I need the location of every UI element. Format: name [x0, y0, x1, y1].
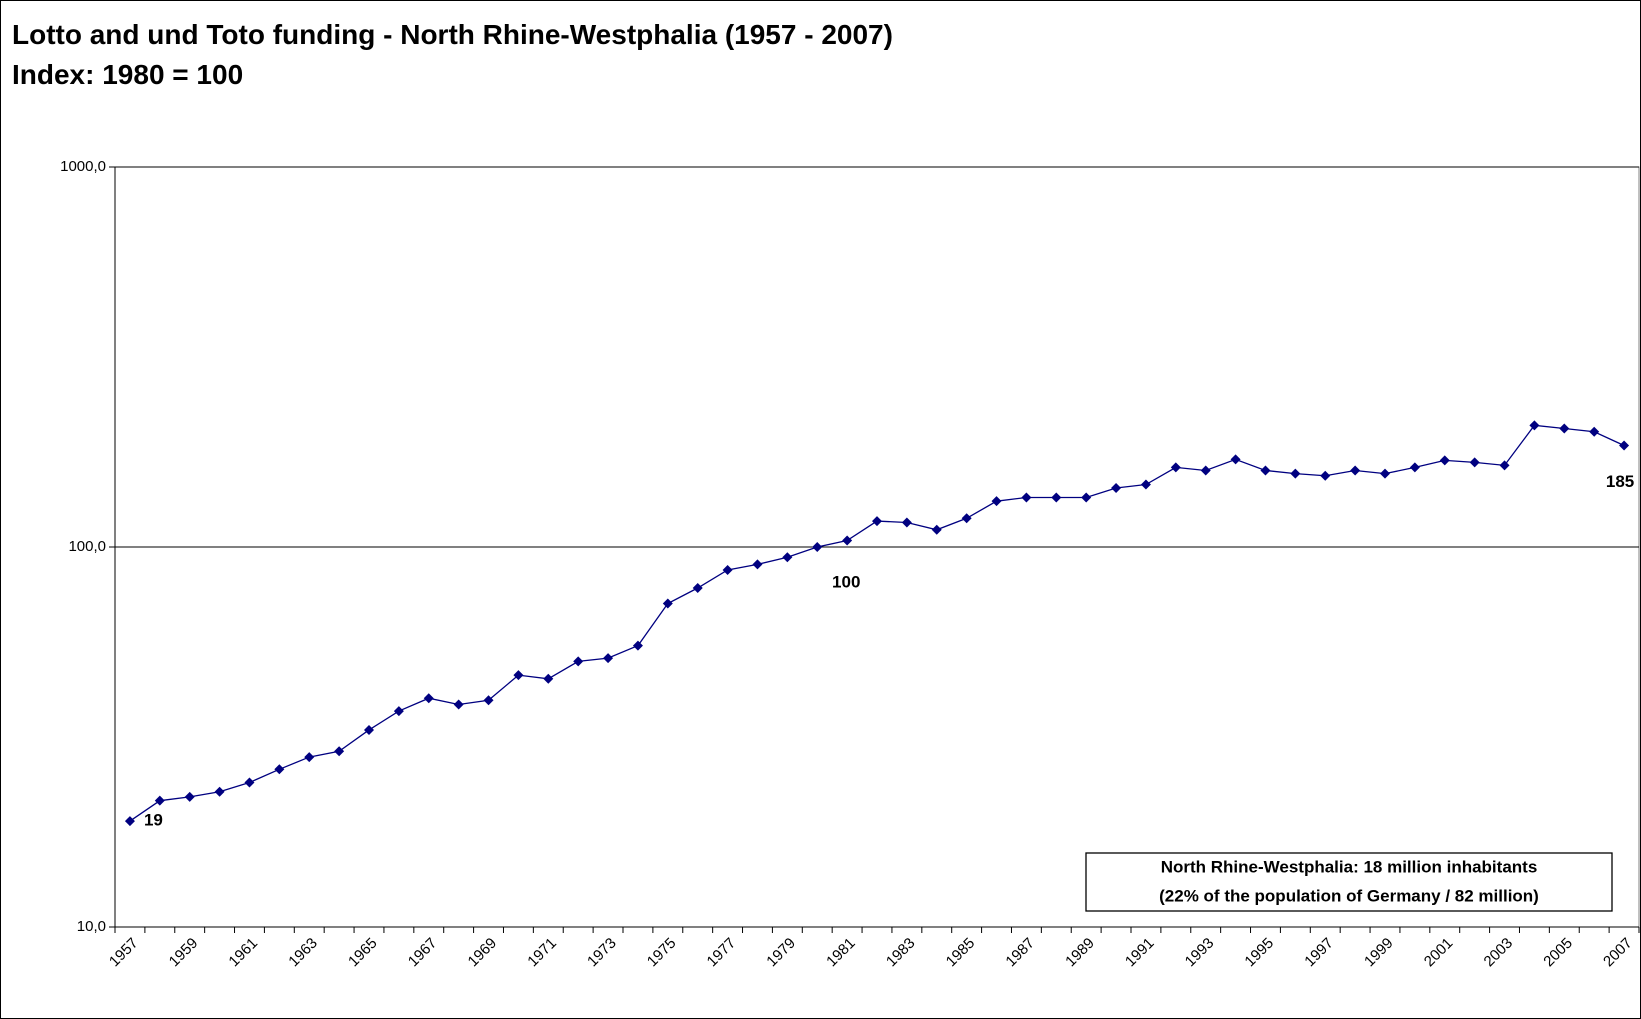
data-label: 185 [1606, 472, 1634, 491]
chart-title: Lotto and und Toto funding - North Rhine… [12, 19, 893, 50]
data-point [453, 699, 464, 710]
data-point [632, 640, 643, 651]
data-point [812, 542, 823, 552]
data-point [991, 496, 1002, 507]
data-point [274, 764, 285, 775]
data-point [364, 724, 374, 735]
data-point [124, 816, 135, 827]
data-point [752, 559, 763, 570]
y-tick-label: 10,0 [77, 918, 106, 935]
data-point [1499, 460, 1510, 471]
data-point [603, 653, 614, 664]
data-point [1230, 454, 1241, 465]
data-point [1051, 492, 1062, 503]
data-point [573, 656, 584, 667]
chart-subtitle: Index: 1980 = 100 [12, 59, 243, 90]
data-point [214, 786, 225, 797]
data-point [1619, 440, 1630, 451]
data-point [393, 706, 404, 717]
data-point [692, 583, 703, 594]
data-label: 19 [144, 811, 163, 830]
data-point [842, 535, 853, 546]
data-point [1439, 455, 1450, 466]
annotation-text: (22% of the population of Germany / 82 m… [1159, 886, 1539, 905]
annotation-box [1085, 852, 1613, 912]
data-point [1589, 426, 1600, 437]
data-point [154, 795, 165, 806]
data-point [1350, 465, 1361, 476]
y-tick-label: 100,0 [68, 538, 106, 555]
data-point [483, 695, 494, 706]
data-point [1170, 462, 1181, 473]
data-point [1200, 465, 1211, 476]
data-point [423, 693, 434, 704]
data-point [872, 516, 882, 527]
data-point [1081, 492, 1092, 503]
data-point [662, 598, 673, 609]
data-point [1320, 470, 1331, 481]
data-point [931, 524, 942, 535]
y-tick-label: 1000,0 [60, 158, 106, 175]
data-point [782, 552, 793, 563]
data-point [1021, 492, 1032, 503]
data-point [304, 752, 315, 763]
data-point [1469, 457, 1480, 468]
data-point [1409, 462, 1420, 473]
data-point [1290, 468, 1301, 479]
data-point [334, 746, 345, 757]
data-point [901, 517, 912, 528]
data-point [1380, 468, 1390, 479]
data-point [513, 670, 524, 681]
data-point [543, 673, 554, 684]
data-point [244, 777, 255, 788]
data-point [722, 564, 733, 575]
data-point [1140, 479, 1151, 490]
data-point [184, 791, 195, 802]
data-point [1559, 423, 1570, 434]
annotation-text: North Rhine-Westphalia: 18 million inhab… [1161, 857, 1538, 876]
data-label: 100 [832, 572, 860, 591]
data-point [1111, 482, 1122, 493]
data-point [1260, 465, 1271, 476]
data-point [1529, 420, 1540, 431]
data-point [961, 513, 972, 524]
